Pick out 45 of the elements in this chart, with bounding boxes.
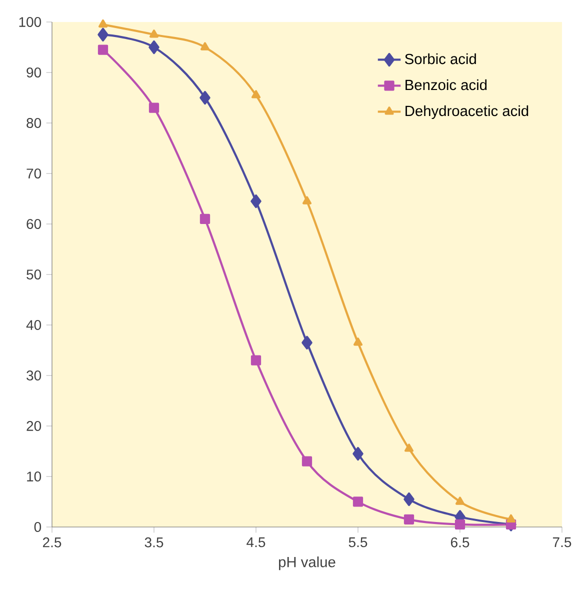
point (302, 336, 312, 350)
x-tick-label: 7.5 (552, 537, 572, 548)
legend-label: Dehydroacetic acid (406, 105, 528, 119)
y-tick-label: 10 (27, 472, 42, 482)
x-tick-label: 2.5 (42, 537, 62, 548)
x-axis-title: pH value (278, 556, 336, 570)
y-tick-label: 0 (34, 522, 42, 532)
point (506, 514, 516, 522)
y-tick-label: 60 (26, 219, 42, 229)
x-tick-label: 6.5 (450, 537, 470, 548)
point (98, 28, 108, 42)
point (352, 496, 364, 507)
point (250, 194, 262, 208)
y-tick-label: 90 (26, 68, 42, 78)
y-tick-label: 30 (26, 370, 42, 380)
point (200, 42, 210, 50)
point (352, 446, 364, 461)
point (251, 90, 261, 98)
x-tick-label: 3.5 (144, 537, 164, 548)
y-tick-label: 50 (26, 270, 42, 280)
point (149, 30, 159, 38)
x-tick-label: 5.5 (348, 537, 368, 548)
point (200, 214, 210, 224)
point (302, 196, 312, 204)
x-tick-label: 4.5 (246, 537, 266, 548)
point (148, 40, 160, 54)
point (250, 355, 262, 366)
point (200, 90, 210, 105)
point (404, 492, 414, 506)
legend-label: Benzoic acid (406, 79, 487, 90)
y-tick-label: 80 (26, 118, 42, 128)
point (455, 496, 465, 505)
y-tick-label: 70 (26, 168, 42, 178)
legend-label: Sorbic acid (405, 53, 476, 64)
point (454, 519, 466, 530)
point (302, 456, 312, 466)
point (98, 19, 108, 28)
point (353, 338, 363, 346)
point (148, 102, 160, 113)
point (98, 44, 108, 55)
point (404, 514, 414, 524)
y-tick-label: 100 (19, 17, 42, 27)
point (404, 444, 414, 452)
y-tick-label: 40 (26, 320, 42, 330)
y-tick-label: 20 (26, 421, 42, 431)
